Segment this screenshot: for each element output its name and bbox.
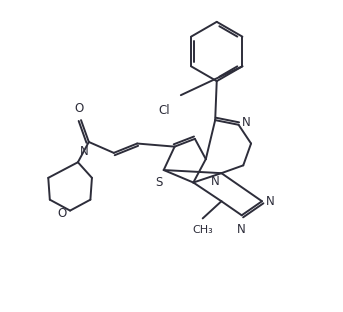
Text: N: N: [237, 223, 246, 236]
Text: Cl: Cl: [158, 104, 170, 117]
Text: N: N: [266, 195, 274, 208]
Text: O: O: [57, 207, 66, 220]
Text: N: N: [242, 116, 251, 129]
Text: CH₃: CH₃: [192, 225, 213, 235]
Text: O: O: [75, 102, 84, 115]
Text: N: N: [80, 145, 88, 158]
Text: S: S: [155, 176, 162, 189]
Text: N: N: [211, 175, 220, 188]
